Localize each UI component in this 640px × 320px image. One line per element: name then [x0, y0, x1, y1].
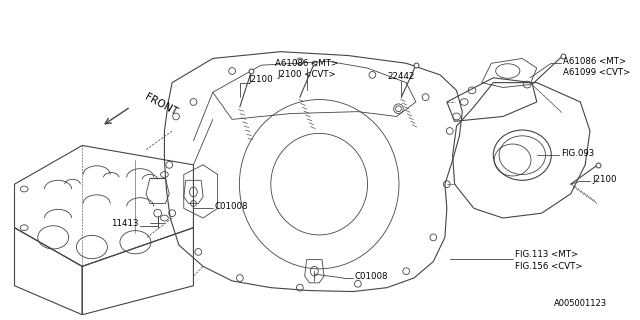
Text: A005001123: A005001123	[554, 299, 607, 308]
Text: FIG.156 <CVT>: FIG.156 <CVT>	[515, 262, 582, 271]
Text: J2100 <CVT>: J2100 <CVT>	[277, 70, 336, 79]
Text: FRONT: FRONT	[143, 92, 179, 117]
Text: 22442: 22442	[388, 72, 415, 81]
Text: C01008: C01008	[214, 202, 248, 211]
Text: 11413: 11413	[111, 219, 138, 228]
Text: C01008: C01008	[355, 272, 388, 281]
Text: J2100: J2100	[592, 175, 616, 184]
Text: FIG.093: FIG.093	[561, 149, 594, 158]
Text: A61099 <CVT>: A61099 <CVT>	[563, 68, 630, 77]
Text: A61086 <MT>: A61086 <MT>	[563, 57, 626, 66]
Text: FIG.113 <MT>: FIG.113 <MT>	[515, 250, 578, 259]
Text: A61086 <MT>: A61086 <MT>	[275, 59, 338, 68]
Text: J2100: J2100	[248, 75, 273, 84]
